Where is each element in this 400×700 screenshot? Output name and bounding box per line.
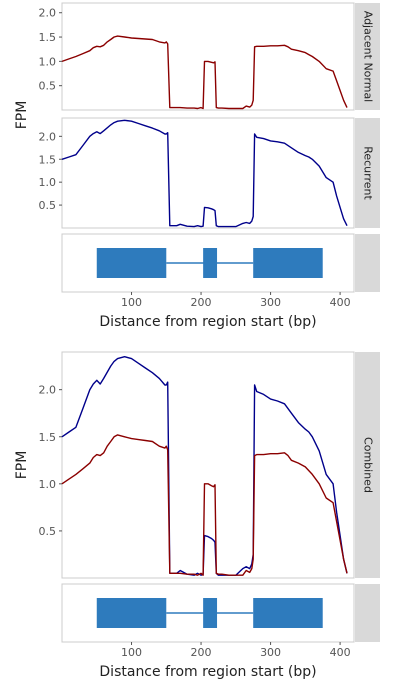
y-tick-label: 0.5: [39, 525, 57, 538]
facet-strip-label: Adjacent Normal: [362, 11, 375, 103]
panel-border: [61, 351, 355, 579]
exon-block: [203, 248, 218, 278]
y-tick-label: 0.5: [39, 80, 57, 93]
y-tick-label: 1.0: [39, 176, 57, 189]
y-tick-label: 2.0: [39, 7, 57, 20]
series-line-0: [61, 119, 348, 228]
x-tick-label: 100: [121, 646, 142, 659]
facet-strip: [355, 584, 380, 642]
exon-block: [253, 248, 323, 278]
exon-block: [96, 598, 167, 628]
x-tick-label: 300: [260, 646, 281, 659]
x-tick-label: 100: [121, 296, 142, 309]
exon-block: [253, 598, 323, 628]
x-tick-label: 200: [191, 646, 212, 659]
facet-strip: [355, 118, 380, 228]
panel-4: 100 200 300 400 Distance from region start (…: [61, 583, 380, 680]
facet-strip-label: Combined: [362, 437, 375, 493]
panel-0: Adjacent Normal 0.5 1.0 1.5 2.0 FPM: [14, 2, 380, 130]
x-tick-label: 400: [330, 296, 351, 309]
exon-block: [203, 598, 218, 628]
facet-strip-label: Recurrent: [362, 146, 375, 200]
y-axis-title: FPM: [14, 451, 30, 480]
facet-strip: [355, 234, 380, 292]
x-tick-label: 400: [330, 646, 351, 659]
x-tick-label: 200: [191, 296, 212, 309]
panel-1: Recurrent 0.5 1.0 1.5 2.0: [39, 117, 380, 229]
exon-block: [96, 248, 167, 278]
y-tick-label: 2.0: [39, 130, 57, 143]
y-tick-label: 1.5: [39, 431, 57, 444]
y-tick-label: 1.5: [39, 31, 57, 44]
panel-border: [61, 2, 355, 111]
panel-border: [61, 117, 355, 229]
x-axis-title: Distance from region start (bp): [99, 314, 316, 330]
x-axis-title: Distance from region start (bp): [99, 664, 316, 680]
y-tick-label: 2.0: [39, 384, 57, 397]
y-tick-label: 1.5: [39, 153, 57, 166]
series-line-1: [61, 434, 348, 576]
y-tick-label: 1.0: [39, 55, 57, 68]
y-tick-label: 1.0: [39, 478, 57, 491]
panel-2: 100 200 300 400 Distance from region start (…: [61, 233, 380, 330]
series-line-0: [61, 35, 348, 110]
facet-strip: [355, 352, 380, 578]
series-line-0: [61, 356, 348, 576]
y-tick-label: 0.5: [39, 199, 57, 212]
x-tick-label: 300: [260, 296, 281, 309]
facet-strip: [355, 3, 380, 110]
panel-3: Combined 0.5 1.0 1.5 2.0 FPM: [14, 351, 380, 579]
y-axis-title: FPM: [14, 101, 30, 130]
